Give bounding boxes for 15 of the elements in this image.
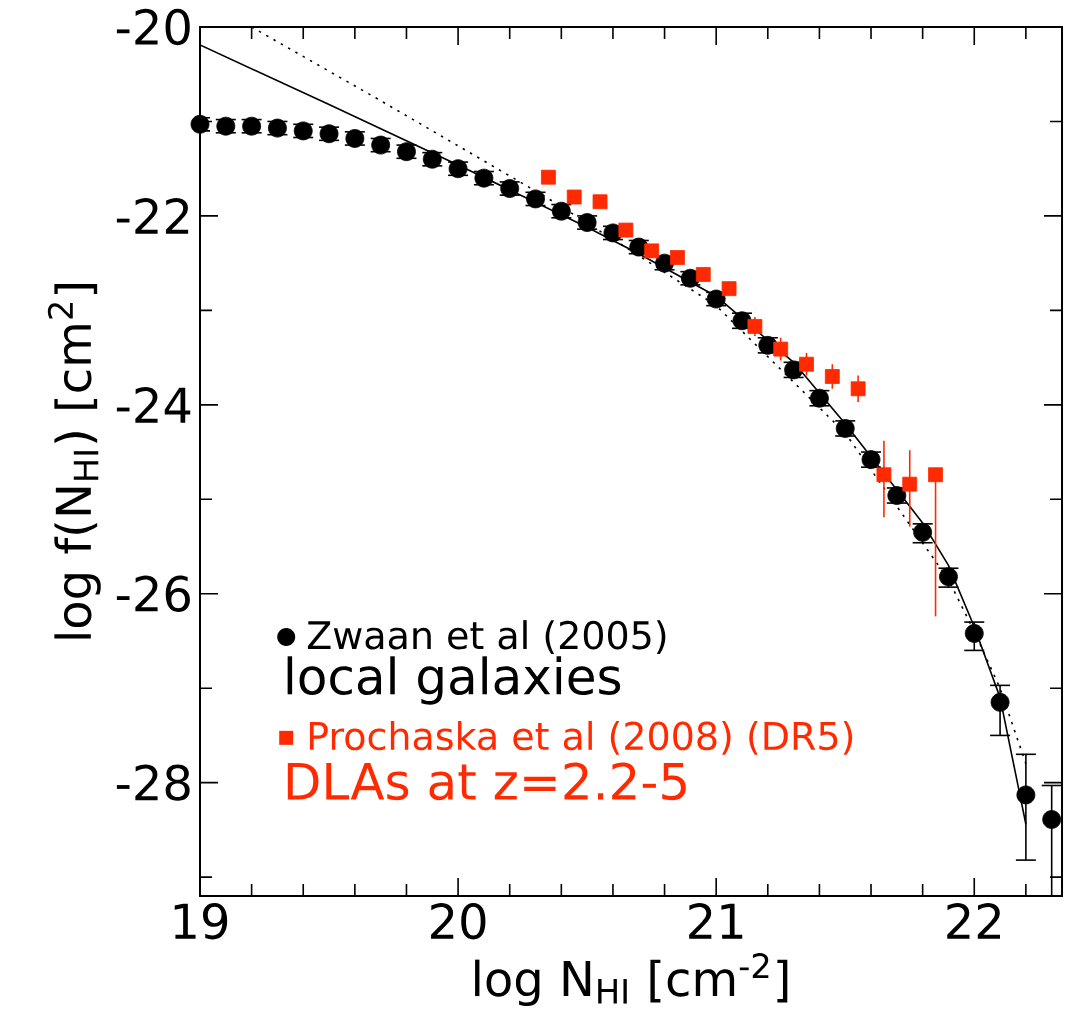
x-tick-label: 22 xyxy=(947,903,1000,939)
annotation: local galaxies xyxy=(287,656,621,705)
y-tick-label: -20 xyxy=(116,8,190,46)
y-tick-label: -22 xyxy=(116,198,189,234)
x-tick-label: 19 xyxy=(174,903,228,940)
x-tick-label: 21 xyxy=(689,903,743,939)
y-tick-label: -26 xyxy=(116,575,190,612)
y-tick-label: -24 xyxy=(116,387,191,423)
y-tick-label: -28 xyxy=(116,764,190,801)
x-tick-label: 20 xyxy=(431,903,486,940)
legend-label: Zwaan et al (2005) xyxy=(307,620,666,654)
y-axis-title: log f(N$_{HI}$) [cm$^{2}$] xyxy=(47,284,101,639)
annotation: DLAs at z=2.2-5 xyxy=(287,762,686,801)
x-axis-title: log N$_{HI}$ [cm$^{-2}$] xyxy=(475,953,788,1007)
legend-label: Prochaska et al (2008) (DR5) xyxy=(309,720,853,755)
